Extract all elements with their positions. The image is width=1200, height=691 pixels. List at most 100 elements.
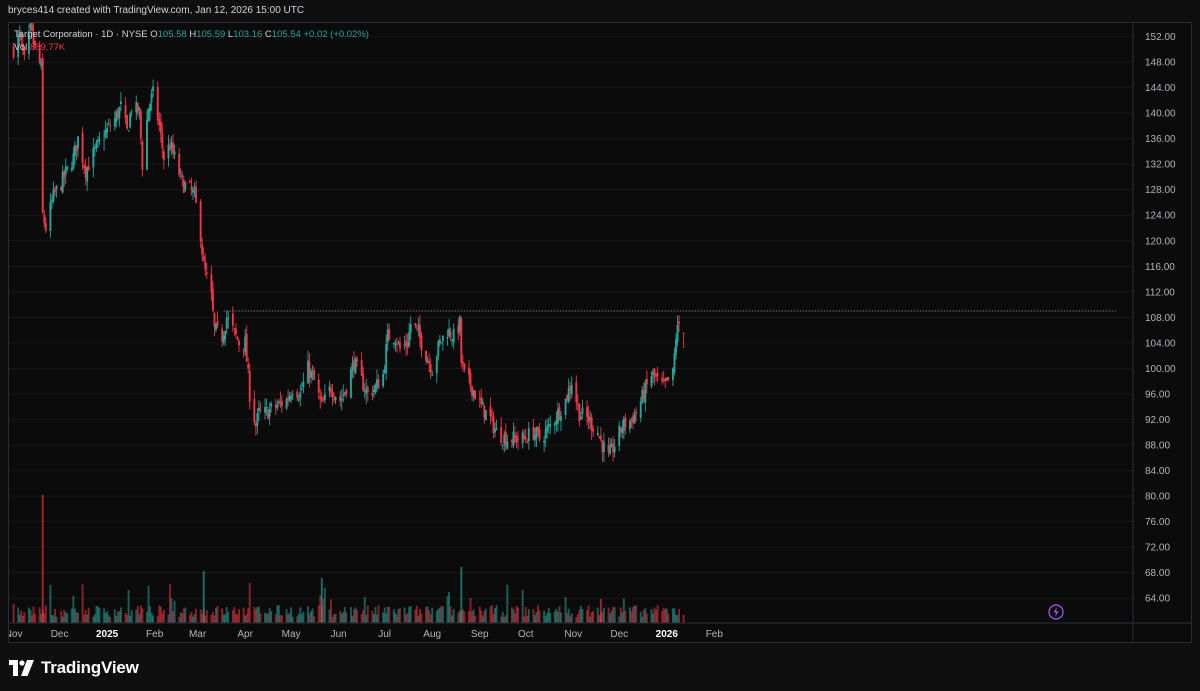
candle-body — [287, 398, 290, 400]
price-tick-label: 152.00 — [1145, 32, 1176, 43]
volume-bar — [394, 612, 397, 623]
volume-bar — [274, 614, 277, 623]
volume-bar — [141, 608, 144, 623]
volume-bar — [245, 614, 248, 623]
volume-bar — [372, 614, 375, 623]
volume-bar — [512, 609, 515, 623]
candle-body — [138, 107, 141, 110]
volume-bar — [297, 613, 300, 623]
volume-bar — [517, 607, 520, 623]
candle-body — [363, 391, 366, 392]
candle-body — [299, 392, 302, 399]
volume-bar — [609, 613, 612, 623]
time-tick-label: Dec — [610, 629, 628, 640]
volume-bar — [259, 613, 262, 623]
symbol-title[interactable]: Target Corporation · 1D · NYSE — [14, 29, 148, 40]
volume-bar — [440, 606, 443, 623]
volume-bar — [345, 612, 348, 623]
volume-bar — [515, 606, 518, 623]
volume-bar — [193, 614, 196, 623]
volume-bar — [221, 608, 224, 623]
candle-body — [211, 289, 214, 311]
volume-bar — [299, 607, 302, 623]
candle-body — [221, 328, 224, 342]
price-tick-label: 120.00 — [1145, 236, 1176, 247]
volume-bar — [463, 611, 466, 623]
candle-body — [506, 441, 509, 449]
volume-bar — [409, 606, 412, 623]
volume-bar — [231, 610, 234, 623]
volume-bar — [115, 615, 118, 623]
volume-bar — [537, 605, 539, 623]
symbol-legend[interactable]: Target Corporation · 1D · NYSE O105.58 H… — [14, 28, 369, 54]
candle-body — [274, 404, 277, 408]
volume-bar — [374, 607, 377, 623]
volume-bar — [619, 607, 622, 623]
volume-bar — [451, 615, 454, 623]
volume-bar — [471, 611, 474, 623]
candle-body — [501, 444, 504, 446]
candle-body — [386, 330, 389, 343]
candle-body — [188, 181, 191, 183]
tradingview-logo[interactable]: TradingView — [9, 658, 139, 678]
volume-bar — [682, 614, 685, 623]
volume-bar — [257, 606, 260, 623]
candle-body — [581, 407, 584, 414]
candle-body — [199, 201, 202, 242]
candle-body — [503, 434, 506, 444]
volume-bar — [310, 611, 313, 623]
candle-body — [236, 336, 239, 340]
volume-bar — [267, 613, 270, 623]
time-tick-label: Mar — [189, 629, 207, 640]
volume-bar — [589, 616, 592, 623]
candle-body — [458, 316, 461, 332]
volume-bar — [452, 609, 455, 623]
volume-bar — [276, 605, 279, 623]
volume-bar — [44, 605, 47, 623]
volume-bar — [491, 605, 493, 623]
volume-bar — [544, 615, 547, 623]
volume-bar — [523, 616, 526, 623]
chart-panel[interactable]: 105.5405:59:28889.77K 152.00 148.00 144.00… — [8, 22, 1192, 643]
candle-body — [372, 389, 375, 393]
tradingview-logo-icon — [9, 660, 34, 676]
volume-bar — [334, 613, 337, 623]
lightning-icon-bolt — [1053, 607, 1059, 617]
volume-bar — [351, 615, 354, 623]
volume-bar — [96, 606, 99, 623]
candle-body — [126, 115, 129, 129]
volume-bar — [17, 607, 20, 623]
volume-bar — [406, 613, 409, 623]
lightning-icon[interactable] — [1048, 604, 1064, 620]
volume-bar — [366, 605, 369, 623]
candle-body — [543, 440, 546, 443]
candle-body — [556, 409, 559, 424]
volume-bar — [484, 608, 487, 623]
candle-body — [244, 336, 247, 353]
candle-body — [399, 342, 401, 349]
volume-bar — [118, 611, 121, 623]
volume-bar — [671, 608, 674, 623]
volume-bar — [167, 614, 170, 623]
candlestick-chart[interactable]: 105.5405:59:28889.77K 152.00 148.00 144.00… — [9, 23, 1192, 643]
price-tick-label: 132.00 — [1145, 160, 1176, 171]
volume-bar — [84, 610, 87, 623]
volume-bar — [678, 608, 681, 623]
candle-body — [77, 136, 79, 149]
volume-bar — [328, 609, 331, 623]
time-tick-label: Jun — [331, 629, 347, 640]
volume-bar — [280, 615, 283, 623]
ohlc-open-label: O — [150, 29, 158, 40]
candle-body — [599, 435, 602, 440]
candle-body — [484, 410, 487, 421]
candle-body — [29, 23, 32, 28]
candle-body — [429, 364, 432, 373]
volume-bar — [417, 615, 420, 623]
candle-body — [307, 360, 309, 384]
volume-bar — [308, 613, 311, 623]
volume-bar — [556, 611, 559, 623]
volume-bar — [156, 616, 159, 623]
candle-body — [73, 145, 76, 156]
volume-bar — [238, 609, 240, 623]
candle-body — [406, 342, 409, 348]
